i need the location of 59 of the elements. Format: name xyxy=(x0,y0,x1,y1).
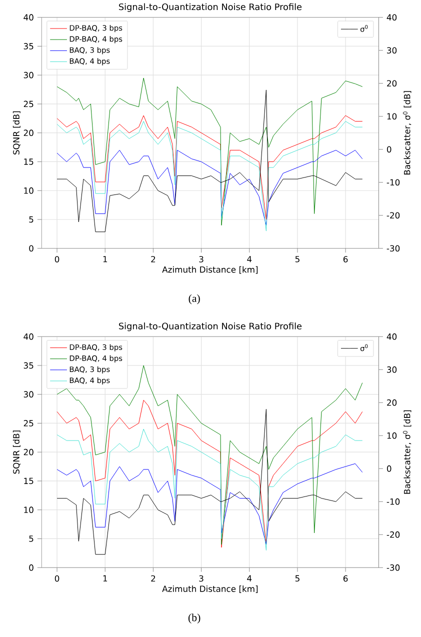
y-tick-label: 10 xyxy=(24,187,34,194)
y-tick-label: 30 xyxy=(24,391,34,398)
y2-tick-label: -20 xyxy=(386,212,400,219)
y-tick-label: 40 xyxy=(23,14,34,21)
y2-axis-title: Backscatter, σ$^{0}$ [dB] xyxy=(402,410,412,494)
y2-tick-label: 0 xyxy=(386,465,392,472)
x-axis-title: Azimuth Distance [km] xyxy=(162,266,258,274)
chart-title: Signal-to-Quantization Noise Ratio Profile xyxy=(118,322,302,332)
x-tick-label: 6 xyxy=(343,256,348,262)
y2-tick-label: 30 xyxy=(386,47,396,54)
y2-tick-label: 40 xyxy=(386,333,396,340)
y-tick-label: 5 xyxy=(29,216,34,223)
y-tick-label: 15 xyxy=(24,158,34,165)
y2-tick-label: -30 xyxy=(386,564,400,571)
y-tick-label: 25 xyxy=(24,100,34,108)
y-tick-label: 10 xyxy=(24,506,34,514)
x-tick-label: 2 xyxy=(150,256,155,262)
y-axis-title: SQNR [dB] xyxy=(12,111,20,154)
y2-tick-label: 30 xyxy=(386,366,396,373)
y-tick-label: 0 xyxy=(28,564,34,571)
x-tick-label: 4 xyxy=(246,256,252,262)
y-tick-label: 35 xyxy=(24,43,34,50)
x-tick-label: 4 xyxy=(246,575,252,582)
y2-tick-label: 0 xyxy=(386,146,392,153)
x-tick-label: 5 xyxy=(295,256,300,262)
y-tick-label: 30 xyxy=(24,72,34,78)
y2-tick-label: 10 xyxy=(387,113,396,120)
x-tick-label: 6 xyxy=(343,575,348,582)
x-tick-label: 1 xyxy=(103,575,107,582)
line-series xyxy=(56,463,362,545)
x-tick-label: 1 xyxy=(103,256,107,262)
y2-tick-label: -10 xyxy=(386,498,400,505)
x-tick-label: 5 xyxy=(295,575,300,582)
x-tick-label: 3 xyxy=(199,256,204,262)
y2-tick-label: -20 xyxy=(386,531,400,538)
y-tick-label: 35 xyxy=(24,362,34,369)
y-tick-label: 40 xyxy=(23,333,34,340)
y2-tick-label: 40 xyxy=(386,14,396,21)
text: (a) xyxy=(188,294,200,304)
x-tick-label: 3 xyxy=(199,575,204,582)
y-axis-title: SQNR [dB] xyxy=(12,430,20,474)
x-tick-label: 0 xyxy=(54,256,59,262)
y-tick-label: 15 xyxy=(24,478,34,484)
x-axis-title: Azimuth Distance [km] xyxy=(162,585,258,593)
x-tick-label: 0 xyxy=(54,575,59,582)
y2-tick-label: 20 xyxy=(386,80,396,87)
y2-tick-label: -30 xyxy=(386,245,400,252)
y-tick-label: 25 xyxy=(24,420,34,426)
y2-tick-label: 20 xyxy=(386,399,396,406)
y-tick-label: 5 xyxy=(29,536,34,542)
y2-tick-label: 10 xyxy=(387,432,396,439)
x-tick-label: 2 xyxy=(150,575,155,582)
text: (b) xyxy=(188,614,200,624)
y-tick-label: 0 xyxy=(28,245,34,252)
y2-axis-title: Backscatter, σ$^{0}$ [dB] xyxy=(402,91,412,174)
y-tick-label: 20 xyxy=(24,448,34,456)
y-tick-label: 20 xyxy=(24,130,34,136)
chart-title: Signal-to-Quantization Noise Ratio Profile xyxy=(118,3,302,12)
y2-tick-label: -10 xyxy=(386,179,400,186)
